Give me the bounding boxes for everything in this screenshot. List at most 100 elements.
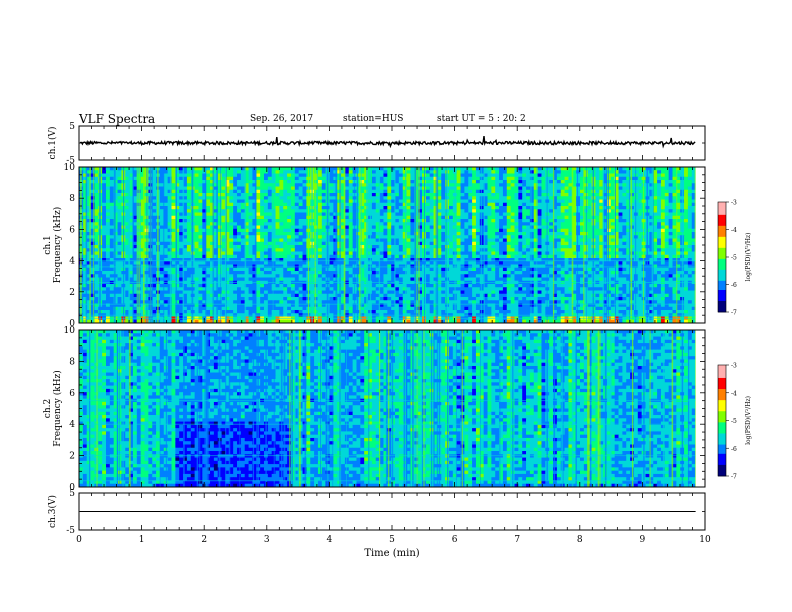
spectrogram-cell — [475, 183, 481, 187]
spectrogram-cell — [217, 183, 222, 187]
spectrogram-cell — [140, 196, 145, 200]
spectrogram-cell — [132, 206, 138, 210]
spectrogram-cell — [267, 235, 273, 239]
spectrogram-cell — [94, 225, 99, 230]
spectrogram-cell — [175, 241, 180, 246]
spectrogram-cell — [576, 193, 581, 197]
spectrogram-cell — [210, 180, 215, 184]
spectrogram-cell — [533, 258, 538, 262]
spectrogram-cell — [410, 258, 415, 262]
spectrogram-cell — [279, 258, 284, 262]
spectrogram-cell — [522, 238, 527, 243]
spectrogram-cell — [233, 248, 238, 252]
spectrogram-cell — [171, 264, 176, 269]
spectrogram-cell — [684, 232, 689, 236]
spectrogram-cell — [514, 189, 519, 194]
spectrogram-cell — [564, 170, 569, 174]
spectrogram-cell — [233, 225, 238, 230]
spectrogram-cell — [213, 170, 219, 174]
spectrogram-cell — [522, 189, 527, 194]
spectrogram-cell — [125, 186, 130, 191]
spectrogram-cell — [568, 212, 573, 217]
spectrogram-cell — [287, 248, 292, 252]
spectrogram-cell — [237, 248, 242, 252]
spectrogram-cell — [464, 186, 469, 191]
spectrogram-cell — [483, 238, 488, 243]
spectrogram-cell — [341, 173, 346, 178]
spectrogram-cell — [441, 206, 446, 210]
spectrogram-cell — [653, 254, 658, 259]
spectrogram-cell — [418, 199, 423, 204]
spectrogram-cell — [179, 212, 184, 217]
spectrogram-cell — [109, 215, 115, 220]
spectrogram-cell — [198, 209, 203, 213]
spectrogram-cell — [564, 193, 569, 197]
spectrogram-cell — [587, 209, 592, 213]
spectrogram-cell — [518, 183, 523, 187]
spectrogram-cell — [302, 193, 307, 197]
spectrogram-cell — [117, 176, 122, 181]
spectrogram-cell — [198, 215, 203, 220]
spectrogram-cell — [132, 183, 138, 187]
spectrogram-cell — [606, 180, 612, 184]
spectrogram-cell — [684, 225, 689, 230]
spectrogram-cell — [537, 241, 542, 246]
spectrogram-cell — [653, 193, 658, 197]
spectrogram-cell — [630, 183, 635, 187]
waveform-ch1-ylabel: ch.1(V) — [47, 127, 58, 160]
spectrogram-cell — [283, 222, 288, 226]
spectrogram-cell — [603, 219, 608, 223]
spectrogram-cell — [360, 225, 365, 230]
spectrogram-cell — [657, 189, 662, 194]
spectrogram-cell — [529, 248, 535, 252]
spectrogram-cell — [456, 228, 461, 233]
spectrogram-cell — [676, 251, 681, 256]
spectrogram-cell — [402, 225, 407, 230]
spectrogram-cell — [371, 241, 377, 246]
spectrogram-cell — [630, 189, 635, 194]
spectrogram-cell — [487, 232, 492, 236]
spectrogram-cell — [502, 225, 508, 230]
spectrogram-cell — [117, 251, 122, 256]
spectrogram-cell — [553, 206, 558, 210]
spectrogram-cell — [429, 225, 434, 230]
spectrogram-cell — [676, 202, 681, 207]
spectrogram-cell — [244, 170, 249, 174]
spectrogram-cell — [568, 245, 573, 249]
spectrogram-cell — [437, 183, 442, 187]
spectrogram-cell — [510, 173, 515, 178]
spectrogram-cell — [664, 222, 670, 226]
spectrogram-cell — [102, 258, 107, 262]
spectrogram-cell — [256, 215, 261, 220]
spectrogram-cell — [252, 183, 257, 187]
spectrogram-cell — [614, 196, 619, 200]
spectrogram-cell — [472, 215, 477, 220]
spectrogram-cell — [109, 170, 115, 174]
spectrogram-cell — [406, 258, 411, 262]
spectrogram-cell — [302, 173, 307, 178]
spectrogram-cell — [687, 196, 693, 200]
spectrogram-cell — [398, 202, 404, 207]
spectrogram-cell — [587, 193, 592, 197]
spectrogram-cell — [603, 248, 608, 252]
spectrogram-cell — [202, 189, 207, 194]
spectrogram-cell — [260, 232, 265, 236]
spectrogram-cell — [491, 176, 496, 181]
spectrogram-cell — [425, 248, 431, 252]
spectrogram-cell — [248, 215, 253, 220]
spectrogram-cell — [618, 238, 623, 243]
spectrogram-cell — [668, 206, 673, 210]
spectrogram-cell — [626, 235, 631, 239]
spectrogram-cell — [321, 176, 327, 181]
spectrogram-cell — [167, 232, 172, 236]
spectrogram-cell — [113, 219, 118, 223]
spectrogram-cell — [556, 228, 562, 233]
spectrogram-cell — [437, 248, 442, 252]
spectrogram-cell — [599, 258, 604, 262]
spectrogram-cell — [94, 258, 99, 262]
spectrogram-cell — [202, 219, 207, 223]
spectrogram-cell — [398, 254, 404, 259]
spectrogram-cell — [475, 212, 481, 217]
spectrogram-cell — [622, 202, 627, 207]
spectrogram-cell — [660, 180, 666, 184]
